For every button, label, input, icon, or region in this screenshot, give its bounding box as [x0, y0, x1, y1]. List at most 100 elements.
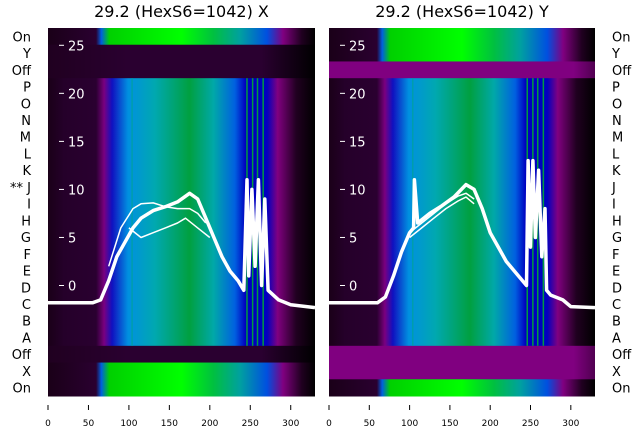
overlay-line-thin2 [409, 196, 475, 239]
y-tick-label: 10 [68, 183, 85, 198]
y-tick-label: 20 [68, 87, 85, 102]
chart-title: 29.2 (HexS6=1042) X [94, 2, 269, 21]
row-label: On [13, 382, 31, 397]
row-label: I [612, 198, 616, 213]
x-tick-label: 200 [482, 419, 499, 429]
heatmap-row [48, 111, 315, 129]
heatmap-row [329, 329, 595, 347]
chart-title: 29.2 (HexS6=1042) Y [375, 2, 549, 21]
row-label: On [612, 30, 630, 45]
y-tick-label: 20 [349, 87, 366, 102]
row-label: A [22, 331, 31, 346]
heatmap-row [48, 295, 315, 313]
heatmap-row [329, 228, 595, 246]
row-label: G [21, 231, 31, 246]
row-label: K [612, 164, 621, 179]
heatmap-row [48, 94, 315, 113]
heatmap-row [48, 362, 315, 380]
y-tick-label: 10 [349, 183, 366, 198]
heatmap-row [48, 28, 315, 46]
heatmap-row [329, 78, 595, 96]
x-tick-label: 100 [120, 419, 137, 429]
heatmap-row [329, 111, 595, 129]
x-tick-label: 50 [83, 419, 95, 429]
row-label: Off [612, 64, 632, 79]
row-label: M [20, 131, 31, 146]
x-tick-label: 0 [326, 419, 332, 429]
heatmap-row [48, 312, 315, 330]
x-tick-label: 150 [161, 419, 178, 429]
heatmap-row [329, 28, 595, 46]
row-label: H [21, 214, 31, 229]
row-label: F [612, 248, 619, 263]
row-label: N [21, 114, 31, 129]
row-label: F [24, 248, 31, 263]
heatmap-row [329, 161, 595, 180]
heatmap-row [329, 195, 595, 213]
x-tick-label: 0 [45, 419, 51, 429]
x-tick-label: 250 [522, 419, 539, 429]
y-tick-label: 15 [68, 135, 85, 150]
row-label: D [612, 281, 622, 296]
row-label: A [612, 331, 621, 346]
x-tick-label: 250 [242, 419, 259, 429]
heatmap-row [329, 312, 595, 330]
row-label: H [612, 214, 622, 229]
overlay-line-thin [107, 202, 207, 267]
heatmap-row [329, 278, 595, 297]
heatmap-row [329, 145, 595, 163]
row-label: J [611, 181, 616, 196]
heatmap-row [329, 94, 595, 113]
row-label: O [612, 97, 622, 112]
row-label: On [13, 30, 31, 45]
heatmap-row [329, 212, 595, 230]
x-tick-label: 300 [562, 419, 579, 429]
row-label: X [612, 365, 621, 380]
y-tick-label: 25 [349, 39, 366, 54]
panel-2: 29.2 (HexS6=1042) Y On Y Off PONMLKJIHGFEDCB… [326, 2, 632, 429]
row-label: C [22, 298, 31, 313]
heatmap-row [329, 245, 595, 263]
y-tick-label: 0 [349, 280, 357, 295]
row-label: Off [12, 348, 32, 363]
heatmap-row [48, 329, 315, 347]
y-tick-label: 5 [68, 231, 76, 246]
heatmap-row [48, 278, 315, 297]
heatmap-row [329, 345, 595, 364]
heatmap-row [48, 44, 315, 62]
row-label: Y [611, 47, 620, 62]
row-label: Off [612, 348, 632, 363]
row-label: G [612, 231, 622, 246]
overlay-line-thick [48, 178, 316, 310]
row-label: O [21, 97, 31, 112]
y-tick-label: 25 [68, 39, 85, 54]
row-label: Y [22, 47, 31, 62]
row-label: ** J [10, 181, 31, 196]
heatmap-row [329, 295, 595, 313]
heatmap-row [329, 44, 595, 62]
row-label: Off [12, 64, 32, 79]
row-label: N [612, 114, 622, 129]
row-label: P [612, 81, 620, 96]
heatmap-row [48, 145, 315, 163]
row-label: L [24, 147, 32, 162]
overlay-line-thin [409, 192, 475, 234]
heatmap-row [48, 161, 315, 180]
row-label: E [23, 265, 31, 280]
heatmap-row [329, 362, 595, 380]
x-tick-label: 300 [282, 419, 299, 429]
row-label: I [27, 198, 31, 213]
heatmap-row [329, 379, 595, 397]
y-tick-label: 5 [349, 231, 357, 246]
row-label: L [612, 147, 620, 162]
heatmap-row [329, 61, 595, 79]
x-tick-label: 100 [401, 419, 418, 429]
heatmap-row [48, 228, 315, 246]
row-label: C [612, 298, 621, 313]
row-label: D [21, 281, 31, 296]
row-label: B [22, 315, 31, 330]
heatmap-row [48, 379, 315, 397]
row-label: K [22, 164, 31, 179]
